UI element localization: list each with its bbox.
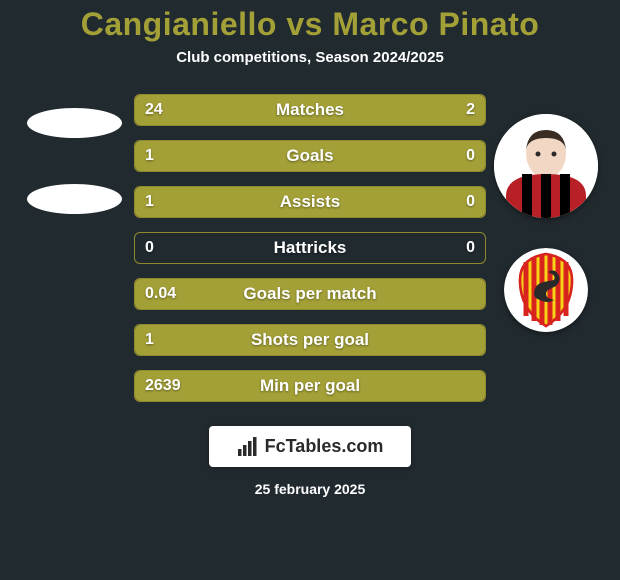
stat-bar: Assists1 0 [134, 186, 486, 218]
stat-bar: Min per goal2639 [134, 370, 486, 402]
bar-value-left: 1 [145, 331, 154, 349]
bar-value-left: 1 [145, 193, 154, 211]
bar-value-right: 0 [466, 147, 475, 165]
brand-box: FcTables.com [209, 426, 412, 467]
bar-value-left: 2639 [145, 377, 181, 395]
left-side-column [14, 94, 134, 222]
bar-value-right: 2 [466, 101, 475, 119]
bar-label: Hattricks [135, 238, 485, 258]
title-player1: Cangianiello [81, 6, 277, 42]
bar-value-right: 0 [466, 193, 475, 211]
stat-bar: Goals1 0 [134, 140, 486, 172]
badge-placeholder [27, 184, 122, 214]
bar-label: Goals [135, 146, 485, 166]
right-side-column [486, 94, 606, 332]
title-player2: Marco Pinato [332, 6, 539, 42]
bar-value-right: 0 [466, 239, 475, 257]
bar-label: Goals per match [135, 284, 485, 304]
avatar-icon [494, 114, 598, 218]
stat-bar: Hattricks0 0 [134, 232, 486, 264]
brand-chart-icon [237, 437, 259, 457]
page-title: Cangianiello vs Marco Pinato [81, 6, 540, 43]
club-badge-icon [504, 248, 588, 332]
player2-avatar [494, 114, 598, 218]
bar-label: Shots per goal [135, 330, 485, 350]
brand-text: FcTables.com [265, 436, 384, 457]
bar-value-left: 24 [145, 101, 163, 119]
date-text: 25 february 2025 [255, 481, 366, 497]
content-wrapper: Cangianiello vs Marco Pinato Club compet… [0, 0, 620, 580]
bar-label: Min per goal [135, 376, 485, 396]
bar-value-left: 1 [145, 147, 154, 165]
stat-bar: Goals per match0.04 [134, 278, 486, 310]
avatar-placeholder [27, 108, 122, 138]
player2-club-badge [504, 248, 588, 332]
subtitle: Club competitions, Season 2024/2025 [176, 49, 444, 66]
stat-bar: Matches24 2 [134, 94, 486, 126]
bar-label: Matches [135, 100, 485, 120]
main-row: Matches242Goals10Assists10Hattricks00Goa… [0, 94, 620, 402]
comparison-bars: Matches242Goals10Assists10Hattricks00Goa… [134, 94, 486, 402]
title-vs: vs [286, 6, 323, 42]
bar-label: Assists [135, 192, 485, 212]
bar-value-left: 0 [145, 239, 154, 257]
bar-value-left: 0.04 [145, 285, 176, 303]
stat-bar: Shots per goal1 [134, 324, 486, 356]
